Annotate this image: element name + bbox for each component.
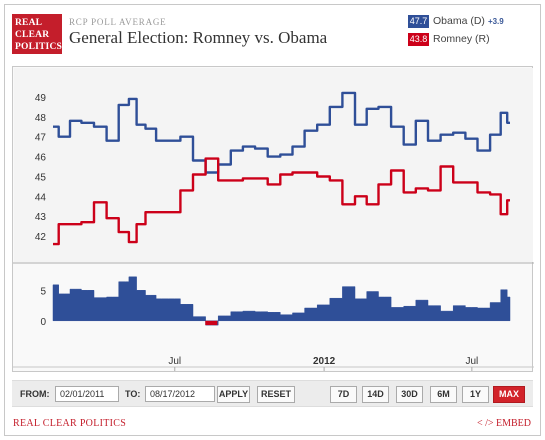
- obama-series-line: [53, 91, 510, 174]
- to-label: TO:: [125, 389, 141, 399]
- y-tick-label: 42: [35, 232, 47, 243]
- chart-title: General Election: Romney vs. Obama: [69, 28, 328, 47]
- legend-value-romney: 43.8: [408, 32, 429, 46]
- legend-item-romney[interactable]: 43.8 Romney (R): [408, 31, 533, 47]
- rcp-logo[interactable]: REAL CLEAR POLITICS: [12, 14, 62, 54]
- logo-line-3: POLITICS: [15, 42, 63, 52]
- plot-area: 42 43 44 45 46 47 48 49 0 5 Jul 2012 Jul: [12, 66, 534, 372]
- y-tick-label: 47: [35, 133, 47, 144]
- y-tick-label: 44: [35, 192, 47, 203]
- logo-line-1: REAL: [15, 18, 43, 28]
- from-label: FROM:: [20, 389, 50, 399]
- range-6m-button[interactable]: 6M: [430, 386, 457, 403]
- spread-y-tick-label: 0: [40, 317, 46, 328]
- y-tick-label: 49: [35, 93, 47, 104]
- legend-label-obama: Obama (D): [433, 15, 485, 27]
- to-date-input[interactable]: [145, 386, 215, 402]
- apply-button[interactable]: APPLY: [217, 386, 250, 403]
- y-tick-label: 43: [35, 212, 47, 223]
- legend-item-obama[interactable]: 47.7 Obama (D) +3.9: [408, 13, 533, 29]
- chart-svg: 42 43 44 45 46 47 48 49 0 5 Jul 2012 Jul: [13, 68, 534, 371]
- range-1y-button[interactable]: 1Y: [462, 386, 489, 403]
- embed-link[interactable]: < /> EMBED: [476, 418, 531, 429]
- logo-line-2: CLEAR: [15, 30, 50, 40]
- x-tick-label: Jul: [465, 356, 478, 367]
- line-panel-bg: [14, 68, 533, 262]
- legend-spread: +3.9: [487, 16, 504, 26]
- y-tick-label: 46: [35, 153, 47, 164]
- chart-kicker: RCP POLL AVERAGE: [69, 17, 167, 27]
- spread-negative-bar: [205, 320, 218, 326]
- romney-series-line: [53, 157, 510, 246]
- y-tick-label: 48: [35, 113, 47, 124]
- footer-brand-link[interactable]: REAL CLEAR POLITICS: [13, 418, 127, 429]
- spread-y-tick-label: 5: [40, 286, 46, 297]
- range-14d-button[interactable]: 14D: [362, 386, 389, 403]
- x-tick-label: 2012: [313, 356, 336, 367]
- from-date-input[interactable]: [55, 386, 119, 402]
- legend: 47.7 Obama (D) +3.9 43.8 Romney (R): [408, 13, 533, 49]
- range-30d-button[interactable]: 30D: [396, 386, 423, 403]
- range-max-button[interactable]: MAX: [493, 386, 525, 403]
- legend-value-obama: 47.7: [408, 14, 429, 28]
- legend-label-romney: Romney (R): [433, 33, 490, 45]
- reset-button[interactable]: RESET: [257, 386, 295, 403]
- spread-area: [52, 276, 511, 326]
- range-7d-button[interactable]: 7D: [330, 386, 357, 403]
- x-tick-label: Jul: [168, 356, 181, 367]
- controls-bar: FROM: TO: APPLY RESET 7D 14D 30D 6M 1Y M…: [12, 380, 533, 407]
- y-tick-label: 45: [35, 172, 47, 183]
